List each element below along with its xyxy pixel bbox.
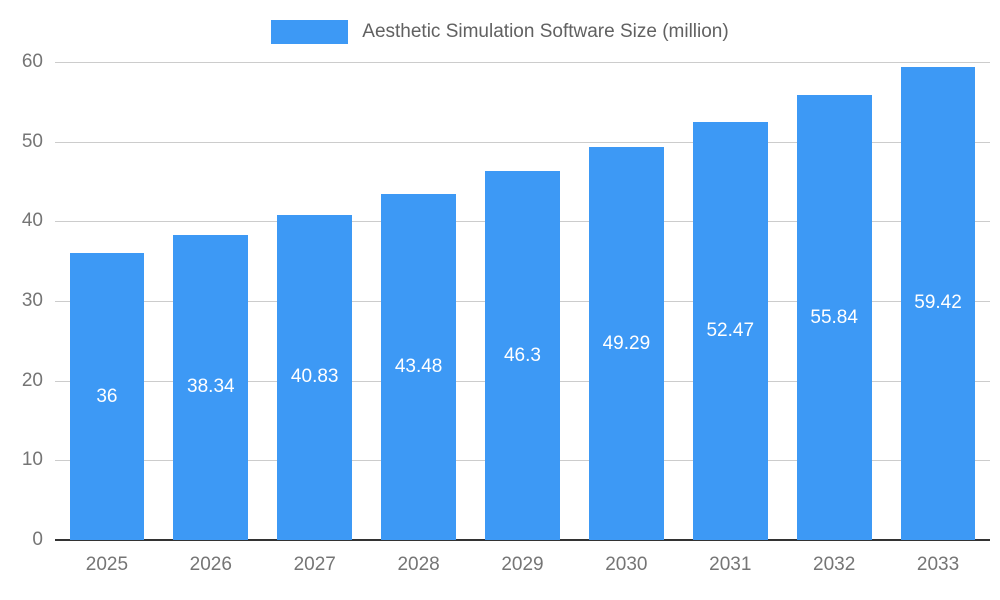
- y-tick-label: 30: [21, 290, 43, 311]
- x-tick-label: 2032: [813, 554, 856, 575]
- x-tick-label: 2028: [397, 554, 440, 575]
- x-tick-label: 2031: [709, 554, 752, 575]
- bar-2033[interactable]: 59.42: [900, 66, 976, 540]
- bar-value-label: 49.29: [602, 332, 651, 354]
- y-tick-label: 50: [21, 130, 43, 152]
- legend-label: Aesthetic Simulation Software Size (mill…: [362, 21, 729, 42]
- bar-2028[interactable]: 43.48: [381, 193, 456, 540]
- y-tick-label: 20: [21, 369, 43, 391]
- bar-value-label: 46.3: [503, 344, 541, 366]
- bar-value-label: 40.83: [290, 366, 339, 388]
- y-tick-label: 10: [21, 449, 43, 471]
- bar-2030[interactable]: 49.29: [588, 147, 664, 540]
- chart-legend: Aesthetic Simulation Software Size (mill…: [0, 20, 1000, 44]
- bar-value-label: 55.84: [810, 306, 858, 328]
- gridline: [55, 62, 990, 63]
- y-tick-label: 60: [21, 51, 43, 72]
- gridline: [55, 141, 990, 143]
- bar-2027[interactable]: 40.83: [277, 214, 353, 540]
- bar-2026[interactable]: 38.34: [173, 234, 249, 540]
- bar-2025[interactable]: 36: [69, 253, 145, 540]
- legend-swatch: [271, 20, 349, 44]
- bar-value-label: 43.48: [394, 355, 443, 377]
- x-tick-label: 2033: [916, 554, 960, 575]
- x-tick-label: 2029: [501, 554, 544, 575]
- bar-value-label: 59.42: [914, 292, 962, 314]
- x-axis-labels: 2025 2026 2027 2028 2029 2030 2031 2032 2033: [55, 552, 990, 582]
- bar-value-label: 36: [96, 385, 118, 407]
- y-tick-label: 0: [32, 529, 43, 550]
- bar-2029[interactable]: 46.3: [485, 171, 560, 540]
- bar-2032[interactable]: 55.84: [796, 95, 872, 540]
- bar-2031[interactable]: 52.47: [692, 122, 768, 540]
- y-tick-label: 40: [21, 210, 43, 232]
- x-tick-label: 2025: [85, 554, 129, 575]
- x-tick-label: 2027: [293, 554, 336, 575]
- x-tick-label: 2026: [189, 554, 232, 575]
- x-tick-label: 2030: [605, 554, 648, 575]
- plot-area: 0 10 20 30 40 50 60 36 38.34 40.83 43.48 46.3 49.29 5…: [22, 51, 990, 550]
- bar-value-label: 52.47: [706, 320, 755, 341]
- x-axis-baseline: [55, 539, 990, 541]
- bar-value-label: 38.34: [187, 376, 235, 398]
